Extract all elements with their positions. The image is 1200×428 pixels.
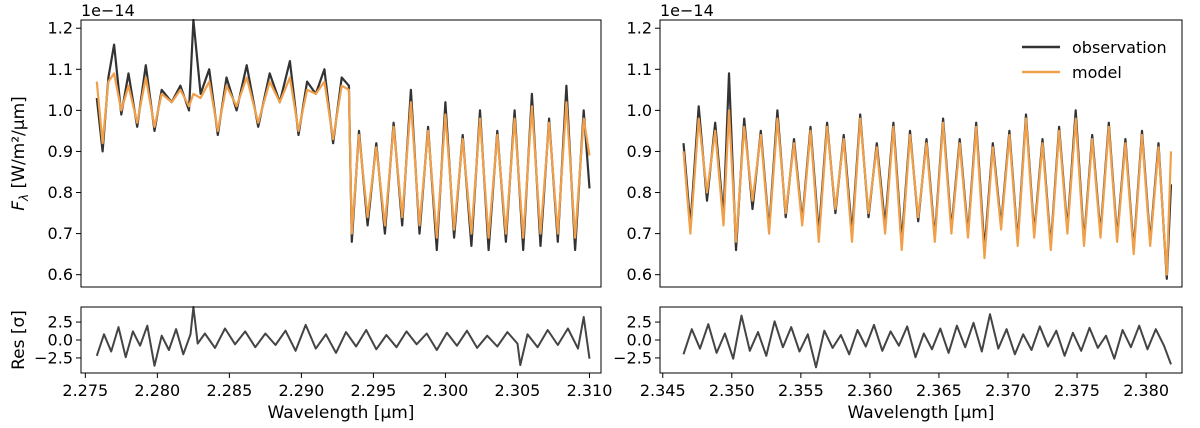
y-axis-label: Fλ [W/m²/μm] [9, 96, 31, 211]
x-tick-label: 2.380 [1123, 381, 1169, 400]
offset-text: 1e−14 [81, 1, 135, 20]
model-series-line [95, 72, 591, 239]
residual-series-line [95, 306, 591, 367]
residual-series-line [682, 313, 1172, 369]
y-tick-label: −2.5 [34, 348, 73, 367]
model-series-line [682, 109, 1173, 276]
plot-frame [80, 306, 602, 374]
x-tick-label: 2.285 [206, 381, 252, 400]
x-tick-label: 2.280 [134, 381, 180, 400]
x-tick-label: 2.290 [278, 381, 324, 400]
y-tick-label: 0.0 [48, 331, 73, 350]
legend-observation-label: observation [1072, 38, 1167, 57]
x-tick-label: 2.370 [985, 381, 1031, 400]
y-tick-label: 1.0 [627, 101, 652, 120]
y-tick-label: 2.5 [48, 313, 73, 332]
x-tick-label: 2.295 [351, 381, 397, 400]
y-tick-label: 0.9 [48, 142, 73, 161]
y-tick-label: 0.0 [627, 331, 652, 350]
x-tick-label: 2.300 [423, 381, 469, 400]
y-tick-label: 1.1 [48, 60, 73, 79]
x-tick-label: 2.350 [709, 381, 755, 400]
y-tick-label: 0.6 [48, 265, 73, 284]
x-axis-label: Wavelength [μm] [848, 403, 995, 423]
left-residual-panel: −2.50.02.5 2.275 2.280 2.285 2.290 2.295 2.300… [9, 306, 613, 423]
y-tick-label: 2.5 [627, 313, 652, 332]
y-tick-label: 1.1 [627, 60, 652, 79]
plot-frame [80, 19, 602, 288]
y-tick-label: 0.7 [48, 224, 73, 243]
y-axis-label: Res [σ] [9, 310, 29, 370]
y-tick-label: 0.6 [627, 265, 652, 284]
right-residual-panel: −2.50.02.5 2.345 2.350 2.355 2.360 2.365 2.370… [613, 306, 1183, 423]
y-tick-label: 1.2 [627, 19, 652, 38]
x-tick-label: 2.305 [495, 381, 541, 400]
legend-model-label: model [1072, 63, 1122, 82]
x-tick-label: 2.365 [916, 381, 962, 400]
x-tick-label: 2.275 [62, 381, 108, 400]
observation-series-line [682, 72, 1173, 280]
legend: observation model [1022, 38, 1167, 82]
y-tick-label: 0.9 [627, 142, 652, 161]
x-axis-label: Wavelength [μm] [268, 403, 415, 423]
x-tick-label: 2.345 [640, 381, 686, 400]
x-tick-label: 2.360 [847, 381, 893, 400]
offset-text: 1e−14 [660, 1, 714, 20]
x-tick-label: 2.355 [778, 381, 824, 400]
y-tick-label: 0.8 [627, 183, 652, 202]
right-spectrum-panel: 0.6 0.7 0.8 0.9 1.0 1.1 1.2 1e−14 [627, 1, 1183, 288]
y-tick-label: 1.2 [48, 19, 73, 38]
y-tick-label: 1.0 [48, 101, 73, 120]
left-spectrum-panel: 0.6 0.7 0.8 0.9 1.0 1.1 1.2 1e−14 Fλ [W/m²/μm] [9, 1, 602, 288]
plot-frame [659, 19, 1183, 288]
y-tick-label: −2.5 [613, 348, 652, 367]
y-tick-label: 0.8 [48, 183, 73, 202]
y-tick-label: 0.7 [627, 224, 652, 243]
x-tick-label: 2.310 [567, 381, 613, 400]
x-tick-label: 2.375 [1054, 381, 1100, 400]
